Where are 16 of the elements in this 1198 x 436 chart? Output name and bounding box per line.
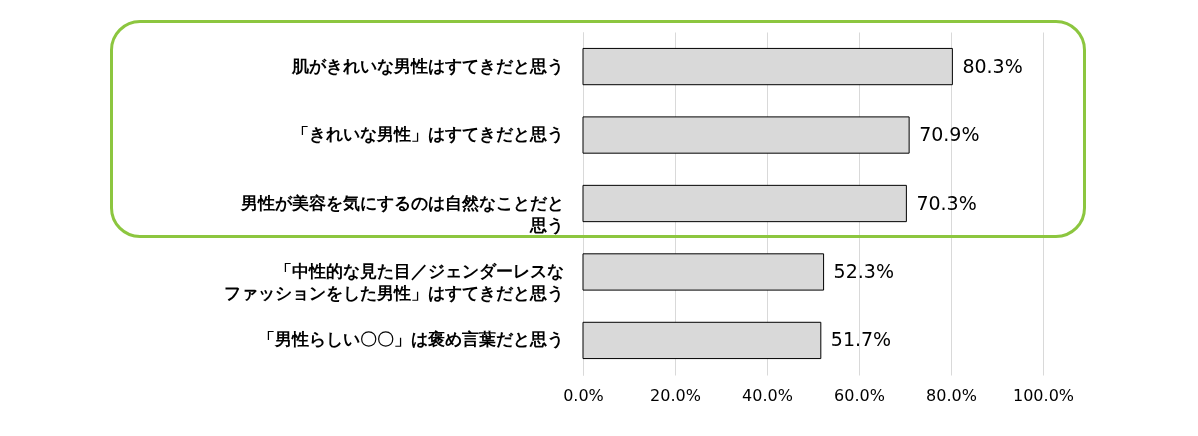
y-tick-label: 「きれいな男性」はすてきだと思う — [291, 124, 564, 145]
y-tick-label: 肌がきれいな男性はすてきだと思う — [290, 55, 564, 76]
x-tick-label: 20.0% — [650, 385, 701, 405]
data-label: 70.3% — [916, 191, 977, 214]
y-tick-label: 「男性らしい〇〇」は褒め言葉だと思う — [257, 329, 564, 350]
x-tick-label: 0.0% — [563, 385, 604, 405]
data-label: 51.7% — [830, 328, 892, 351]
y-tick-label: 男性が美容を気にするのは自然なことだと思う — [239, 192, 564, 235]
y-tick-label: 「中性的な見た目／ジェンダーレスなファッションをした男性」はすてきだと思う — [223, 260, 564, 303]
data-label: 70.9% — [919, 123, 980, 146]
x-tick-label: 40.0% — [742, 385, 793, 405]
x-tick-label: 100.0% — [1012, 385, 1075, 405]
x-tick-label: 60.0% — [834, 385, 885, 405]
data-label: 80.3% — [962, 54, 1023, 77]
data-label: 52.3% — [833, 259, 894, 282]
x-tick-label: 80.0% — [926, 385, 977, 405]
